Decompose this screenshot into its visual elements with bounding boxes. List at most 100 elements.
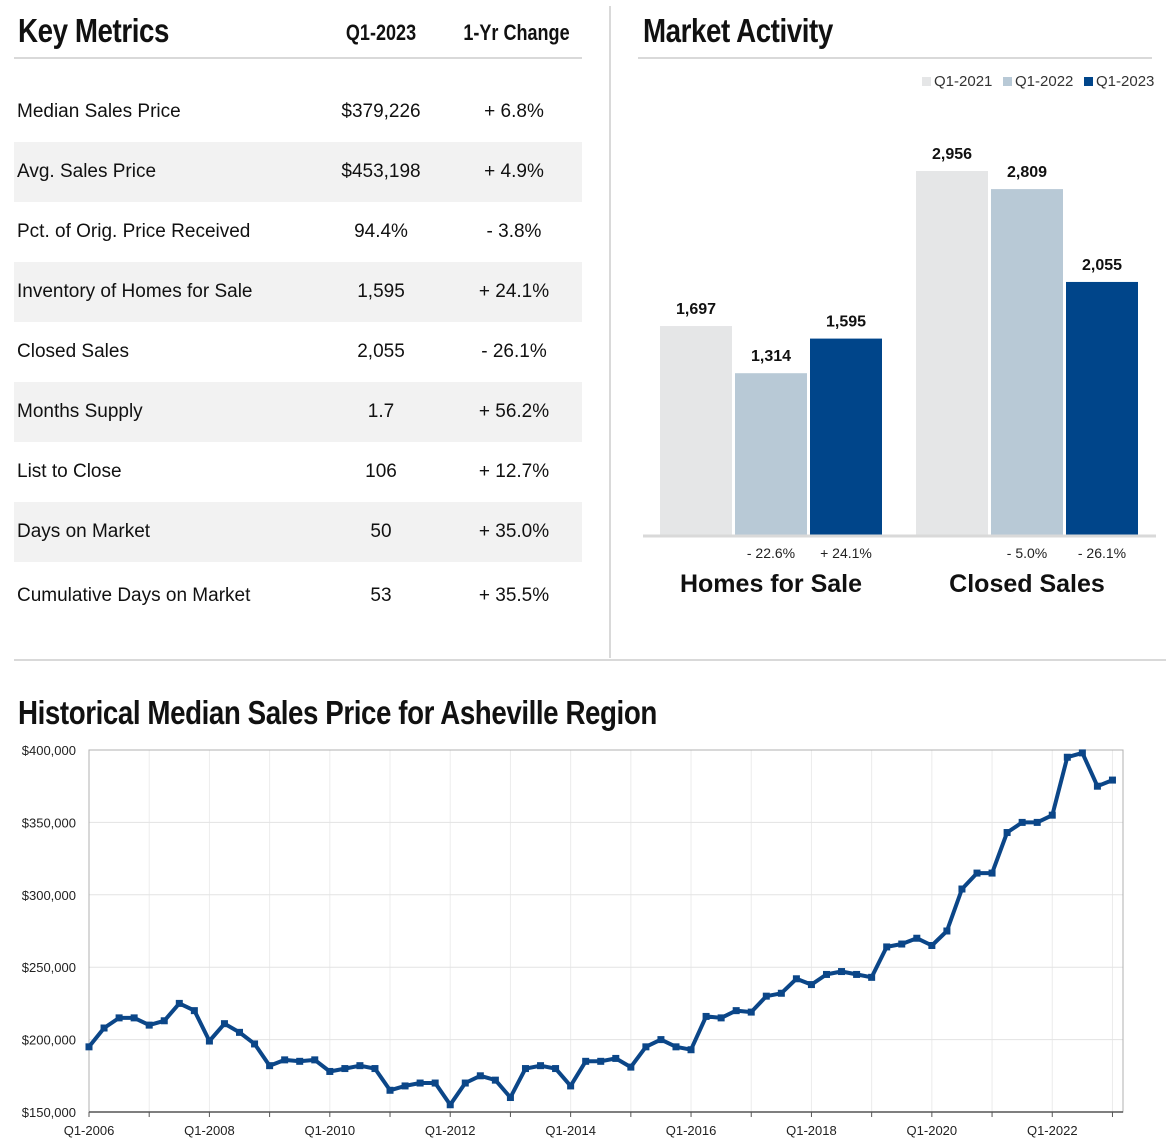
data-point [868,973,876,981]
data-point [657,1036,665,1044]
x-tick-label: Q1-2006 [64,1123,115,1138]
data-point [822,970,830,978]
data-point [401,1082,409,1090]
data-point [416,1079,424,1087]
data-point [236,1028,244,1036]
data-point [1078,749,1086,757]
data-point [220,1020,228,1028]
metric-value: 1,595 [357,281,405,302]
data-point [100,1024,108,1032]
bar-value-label: 1,595 [826,314,866,331]
data-point [311,1056,319,1064]
data-point [446,1101,454,1109]
col-header-change: 1-Yr Change [463,20,570,45]
legend-swatch [922,77,931,86]
market-activity-rule [638,57,1152,59]
bar-change-label: - 22.6% [747,545,795,561]
data-point [251,1040,259,1048]
data-point [973,869,981,877]
category-label: Homes for Sale [680,570,862,598]
data-point [1063,753,1071,761]
data-point [792,975,800,983]
data-point [612,1054,620,1062]
metric-value: 106 [365,461,397,482]
bar-q1-2021 [916,171,988,535]
data-point [145,1021,153,1029]
data-point [356,1062,364,1070]
market-activity-title: Market Activity [643,12,833,49]
legend-swatch [1003,77,1012,86]
metric-change: + 56.2% [478,401,550,422]
data-point [371,1065,379,1073]
y-tick-label: $300,000 [22,888,76,903]
metric-label: List to Close [17,461,122,482]
data-point [205,1037,213,1045]
data-point [853,970,861,978]
data-point [341,1065,349,1073]
key-metrics-table: Median Sales Price $379,226 + 6.8% Avg. Sal… [14,82,582,630]
data-point [732,1007,740,1015]
data-point [1018,818,1026,826]
data-point [130,1014,138,1022]
data-point [687,1046,695,1054]
data-point [717,1014,725,1022]
data-point [386,1086,394,1094]
data-point [807,981,815,989]
y-tick-label: $400,000 [22,743,76,758]
metric-label: Pct. of Orig. Price Received [17,221,251,242]
legend-label: Q1-2022 [1015,73,1074,90]
data-point [672,1043,680,1051]
bar-change-label: + 24.1% [820,545,872,561]
data-point [898,940,906,948]
data-point [928,941,936,949]
legend-item-q1-2021: Q1-2021 [922,73,992,90]
data-point [567,1082,575,1090]
metric-label: Months Supply [17,401,143,422]
metric-label: Median Sales Price [17,101,181,122]
data-point [883,943,891,951]
metric-change: - 3.8% [486,221,542,242]
bar-value-label: 1,697 [676,301,716,318]
x-tick-label: Q1-2020 [907,1123,958,1138]
bar-value-label: 1,314 [751,348,791,365]
metric-label: Avg. Sales Price [17,161,157,182]
bar-change-label: - 26.1% [1078,545,1126,561]
y-tick-label: $200,000 [22,1033,76,1048]
data-point [491,1076,499,1084]
metric-change: + 24.1% [478,281,550,302]
data-point [1093,782,1101,790]
data-point [266,1062,274,1070]
x-tick-label: Q1-2010 [305,1123,356,1138]
bar-q1-2022 [991,189,1063,535]
bar-value-label: 2,809 [1007,164,1047,181]
metric-change: - 26.1% [481,341,547,362]
section-divider-horizontal [14,659,1166,661]
data-point [1048,811,1056,819]
data-point [777,989,785,997]
data-point [642,1043,650,1051]
data-point [627,1063,635,1071]
data-point [521,1065,529,1073]
data-point [988,869,996,877]
data-point [943,927,951,935]
bar-q1-2023 [1066,281,1138,535]
metric-row: Cumulative Days on Market 53 + 35.5% [14,562,582,630]
data-point [281,1056,289,1064]
metric-label: Cumulative Days on Market [17,585,251,606]
price-series-line [87,750,1114,1107]
data-point [913,934,921,942]
data-point [160,1017,168,1025]
data-point [190,1007,198,1015]
metric-change: + 35.0% [478,521,550,542]
metric-value: $453,198 [341,161,421,182]
metric-value: 2,055 [357,341,405,362]
metric-value: 50 [370,521,392,542]
y-tick-label: $150,000 [22,1105,76,1120]
data-point [1003,829,1011,837]
y-tick-label: $350,000 [22,815,76,830]
historical-title: Historical Median Sales Price for Ashevi… [18,694,657,731]
metric-change: + 12.7% [478,461,550,482]
legend-label: Q1-2021 [934,73,993,90]
bar-value-label: 2,956 [932,146,972,163]
metric-row: Closed Sales 2,055 - 26.1% [14,322,582,382]
